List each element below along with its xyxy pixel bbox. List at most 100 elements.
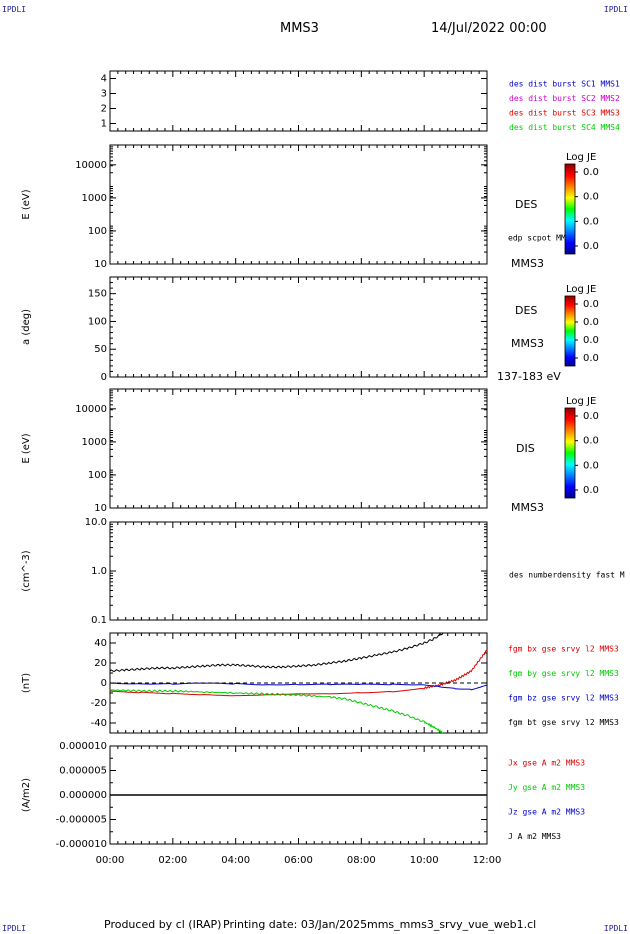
dis-energy-colorbar-tick-label: 0.0 (583, 485, 599, 496)
sc-legend-entry: des dist burst SC2 MMS2 (509, 94, 620, 103)
des-pitch-spacecraft: MMS3 (511, 337, 544, 350)
bfield-legend-entry: fgm by gse srvy l2 MMS3 (508, 669, 619, 678)
current-panel-ytick-label: 0.000000 (59, 790, 107, 801)
current-panel-ytick-label: 0.000010 (59, 741, 107, 752)
x-axis-tick-label: 02:00 (158, 855, 187, 866)
des-energy-colorbar-title: Log JE (566, 152, 596, 163)
des-energy-spacecraft: MMS3 (511, 257, 544, 270)
des-energy-panel-ytick-label: 1000 (82, 193, 107, 204)
bfield-series-line (110, 682, 487, 691)
density-legend: des numberdensity fast M (509, 571, 625, 580)
x-axis-tick-label: 04:00 (221, 855, 250, 866)
des-energy-colorbar-tick-label: 0.0 (583, 167, 599, 178)
footer-file: mms_mms3_srvy_vue_web1.cl (367, 918, 537, 931)
bfield-series-line (110, 633, 444, 673)
header-spacecraft: MMS3 (280, 21, 319, 36)
des-pitch-instrument: DES (515, 304, 537, 317)
des-energy-ylabel: E (eV) (21, 189, 32, 219)
des-energy-instrument: DES (515, 198, 537, 211)
bfield-panel-ytick-label: 0 (101, 678, 107, 689)
bfield-panel-ytick-label: -40 (91, 718, 107, 729)
density-ylabel: (cm^-3) (21, 550, 32, 591)
x-axis-tick-label: 12:00 (473, 855, 502, 866)
density-panel-ytick-label: 10.0 (85, 517, 107, 528)
density-panel-frame (109, 521, 488, 621)
density-panel-ytick-label: 0.1 (91, 615, 107, 626)
dis-energy-panel-ytick-label: 10 (94, 503, 107, 514)
dis-energy-colorbar-tick-label: 0.0 (583, 436, 599, 447)
des-energy-colorbar-tick-label: 0.0 (583, 192, 599, 203)
bfield-panel-ytick-label: -20 (91, 698, 107, 709)
current-legend-entry: J A m2 MMS3 (508, 832, 561, 841)
des-energy-panel-ytick-label: 100 (88, 226, 107, 237)
des-energy-colorbar (564, 163, 576, 255)
bfield-legend-entry: fgm bx gse srvy l2 MMS3 (508, 645, 619, 654)
x-axis-tick-label: 06:00 (284, 855, 313, 866)
bfield-panel-ytick-label: 20 (94, 658, 107, 669)
des-pitch-colorbar-tick-label: 0.0 (583, 299, 599, 310)
current-legend-entry: Jy gse A m2 MMS3 (508, 783, 585, 792)
footer-printing-date: Printing date: 03/Jan/2025 (223, 918, 368, 931)
corner-mark-bottom-left: IPDLI (2, 924, 27, 933)
bfield-legend-entry: fgm bt gse srvy l2 MMS3 (508, 718, 619, 727)
des-pitch-colorbar-title: Log JE (566, 284, 596, 295)
des-pitch-colorbar-tick-label: 0.0 (583, 335, 599, 346)
des-energy-panel-ytick-label: 10 (94, 259, 107, 270)
header-datetime: 14/Jul/2022 00:00 (431, 21, 547, 36)
current-panel-ytick-label: -0.000010 (56, 839, 107, 850)
sc-panel-frame (109, 70, 488, 132)
dis-energy-spacecraft: MMS3 (511, 501, 544, 514)
des-energy-colorbar-tick-label: 0.0 (583, 241, 599, 252)
bfield-panel-ytick-label: 40 (94, 638, 107, 649)
bfield-series-line (110, 649, 487, 697)
des-pitch-panel-ytick-label: 50 (94, 344, 107, 355)
x-axis-tick-label: 00:00 (96, 855, 125, 866)
sc-panel-ytick-label: 3 (101, 89, 107, 100)
sc-panel-ytick-label: 4 (101, 74, 107, 85)
current-legend-entry: Jx gse A m2 MMS3 (508, 759, 585, 768)
des-energy-overlay: edp scpot MMS3 (508, 234, 576, 243)
x-axis-tick-label: 08:00 (347, 855, 376, 866)
dis-energy-ylabel: E (eV) (21, 433, 32, 463)
dis-energy-instrument: DIS (516, 442, 535, 455)
sc-panel-ytick-label: 1 (101, 119, 107, 130)
corner-mark-top-left: IPDLI (2, 5, 27, 14)
des-energy-colorbar-tick-label: 0.0 (583, 216, 599, 227)
dis-energy-panel-ytick-label: 1000 (82, 437, 107, 448)
des-pitch-ylabel: a (deg) (21, 309, 32, 345)
sc-legend-entry: des dist burst SC1 MMS1 (509, 80, 620, 89)
sc-legend-entry: des dist burst SC3 MMS3 (509, 109, 620, 118)
des-pitch-colorbar (564, 295, 576, 367)
des-energy-panel-ytick-label: 10000 (75, 160, 107, 171)
des-pitch-energy-range: 137-183 eV (497, 370, 561, 383)
bfield-ylabel: (nT) (21, 673, 32, 693)
sc-legend-entry: des dist burst SC4 MMS4 (509, 123, 620, 132)
bfield-series-line (110, 689, 444, 733)
dis-energy-panel-frame (109, 388, 488, 509)
des-energy-panel-frame (109, 144, 488, 265)
current-ylabel: (A/m2) (21, 778, 32, 812)
des-pitch-panel-ytick-label: 100 (88, 316, 107, 327)
dis-energy-colorbar (564, 407, 576, 499)
dis-energy-panel-ytick-label: 100 (88, 470, 107, 481)
current-panel-ytick-label: -0.000005 (56, 815, 107, 826)
corner-mark-bottom-right: IPDLI (603, 924, 628, 933)
density-panel-ytick-label: 1.0 (91, 566, 107, 577)
dis-energy-panel-ytick-label: 10000 (75, 404, 107, 415)
des-pitch-panel-frame (109, 276, 488, 378)
current-panel-ytick-label: 0.000005 (59, 766, 107, 777)
bfield-legend-entry: fgm bz gse srvy l2 MMS3 (508, 694, 619, 703)
dis-energy-colorbar-tick-label: 0.0 (583, 460, 599, 471)
sc-panel-ytick-label: 2 (101, 104, 107, 115)
dis-energy-colorbar-title: Log JE (566, 396, 596, 407)
x-axis-tick-label: 10:00 (410, 855, 439, 866)
footer-produced-by: Produced by cl (IRAP) (104, 918, 222, 931)
current-legend-entry: Jz gse A m2 MMS3 (508, 808, 585, 817)
corner-mark-top-right: IPDLI (603, 5, 628, 14)
des-pitch-colorbar-tick-label: 0.0 (583, 317, 599, 328)
des-pitch-panel-ytick-label: 150 (88, 289, 107, 300)
dis-energy-colorbar-tick-label: 0.0 (583, 411, 599, 422)
des-pitch-panel-ytick-label: 0 (101, 372, 107, 383)
